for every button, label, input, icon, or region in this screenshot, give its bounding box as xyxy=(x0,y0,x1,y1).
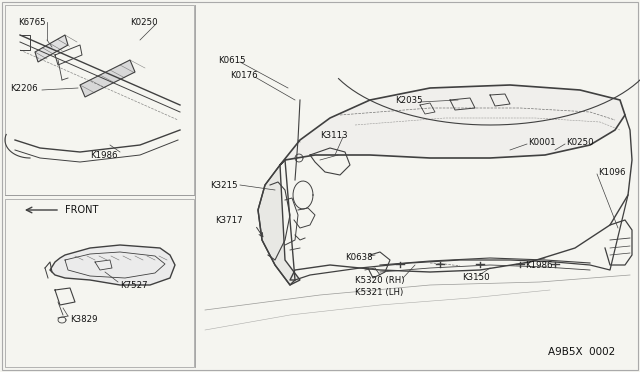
Text: K5320 (RH): K5320 (RH) xyxy=(355,276,404,285)
Text: K5321 (LH): K5321 (LH) xyxy=(355,288,403,296)
Polygon shape xyxy=(50,245,175,285)
Text: K2035: K2035 xyxy=(395,96,422,105)
Text: K0001: K0001 xyxy=(528,138,556,147)
Text: K3717: K3717 xyxy=(215,215,243,224)
Text: FRONT: FRONT xyxy=(65,205,99,215)
Text: K3829: K3829 xyxy=(70,315,97,324)
Text: K0615: K0615 xyxy=(218,55,246,64)
Bar xyxy=(5,5,194,195)
Bar xyxy=(5,199,194,367)
Polygon shape xyxy=(258,165,300,285)
Text: A9B5X  0002: A9B5X 0002 xyxy=(548,347,615,357)
Text: K1986: K1986 xyxy=(90,151,118,160)
Polygon shape xyxy=(80,60,135,97)
Polygon shape xyxy=(35,35,68,62)
Text: K0638: K0638 xyxy=(345,253,372,263)
Text: K0250: K0250 xyxy=(566,138,594,147)
Text: K3150: K3150 xyxy=(462,273,490,282)
Text: K7527: K7527 xyxy=(120,280,148,289)
Text: K6765: K6765 xyxy=(18,17,45,26)
Text: K3113: K3113 xyxy=(320,131,348,140)
Text: K0176: K0176 xyxy=(230,71,258,80)
Text: K0250: K0250 xyxy=(130,17,157,26)
Text: K2206: K2206 xyxy=(10,83,38,93)
Text: K3215: K3215 xyxy=(210,180,237,189)
Text: K1986: K1986 xyxy=(525,260,552,269)
Polygon shape xyxy=(280,85,625,165)
Text: K1096: K1096 xyxy=(598,167,625,176)
